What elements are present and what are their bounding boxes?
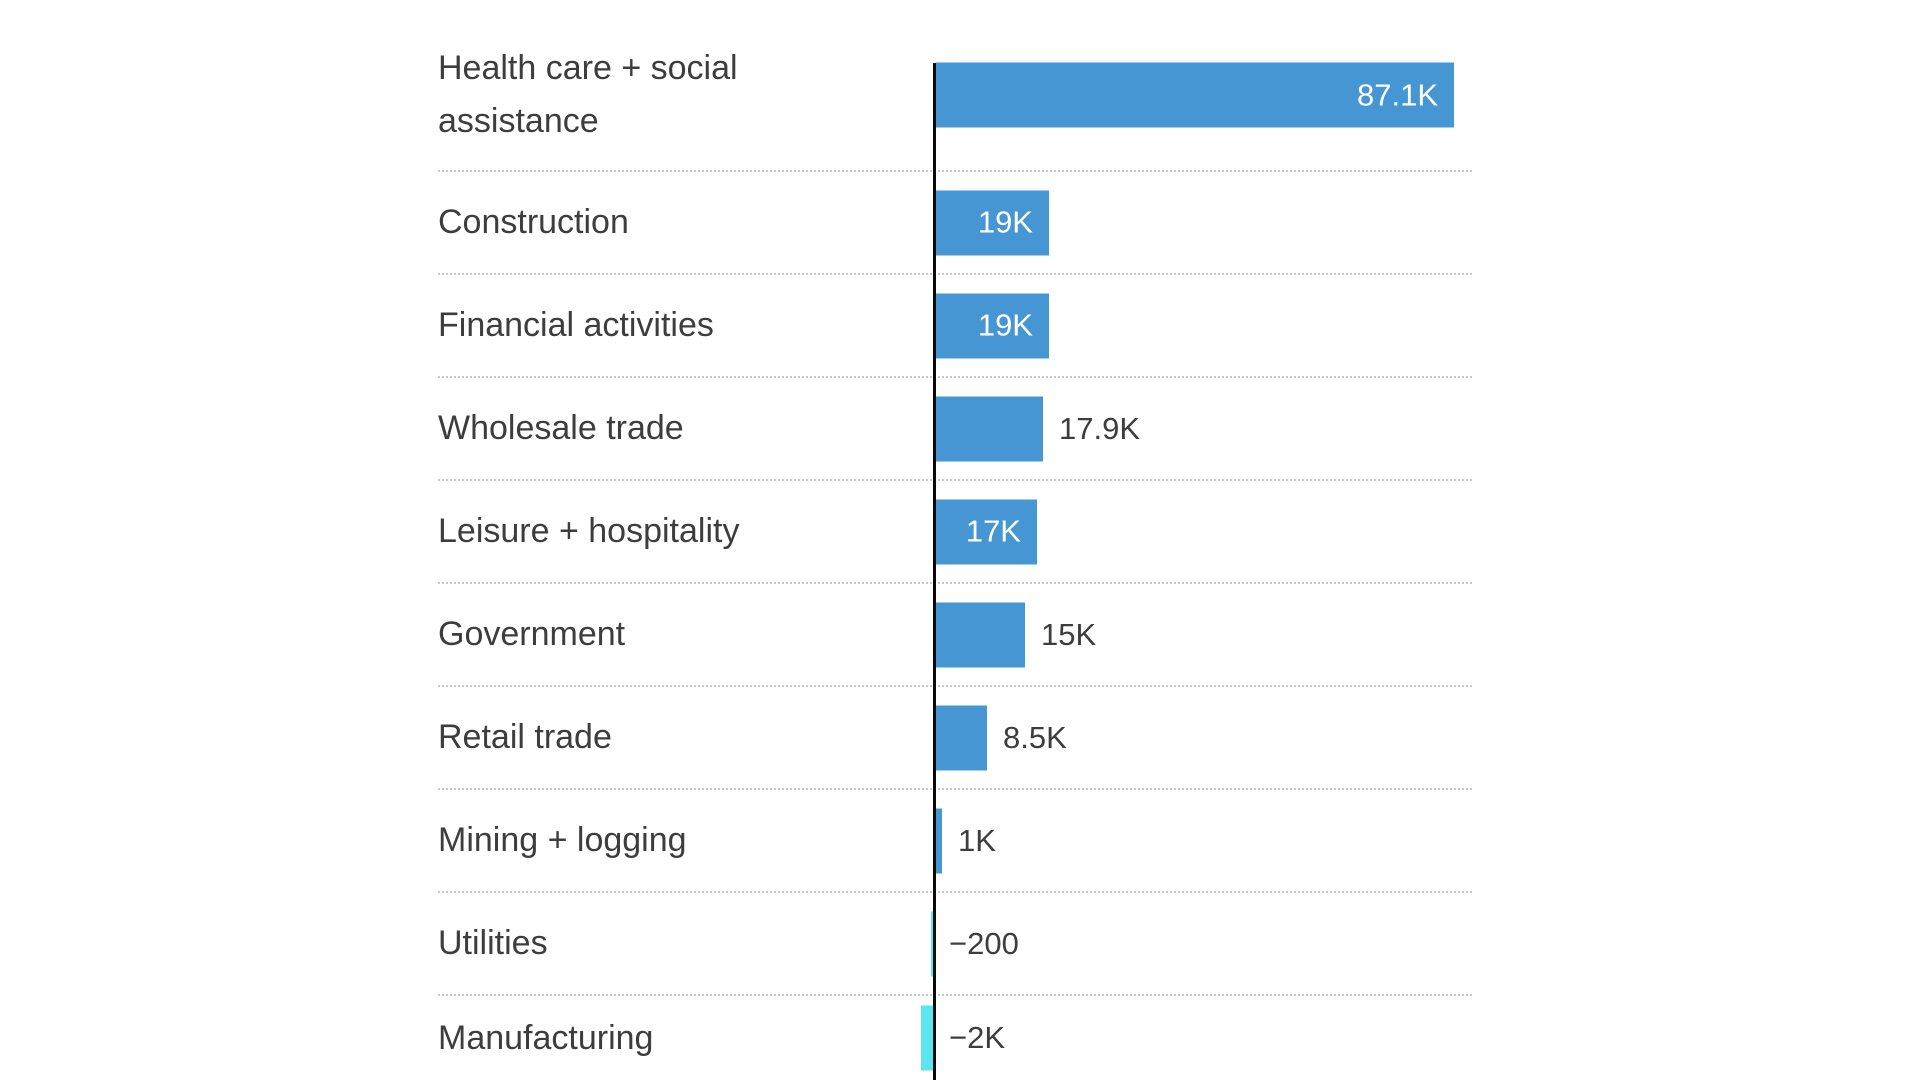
value-label: 19K	[977, 204, 1033, 240]
category-label-cell: Construction	[438, 172, 933, 273]
category-label: Government	[438, 615, 626, 654]
chart-row: Manufacturing −2K	[438, 996, 1472, 1080]
data-bar[interactable]: 87.1K	[936, 62, 1454, 128]
jobs-by-industry-bar-chart: Health care + social assistance 87.1K Co…	[438, 20, 1472, 1080]
data-bar[interactable]	[936, 602, 1025, 667]
category-label: Retail trade	[438, 718, 612, 757]
chart-row: Health care + social assistance 87.1K	[438, 20, 1472, 172]
value-label: −2K	[949, 1020, 1006, 1055]
plot-area-cell: −200	[931, 893, 1472, 994]
data-bar[interactable]: 19K	[936, 293, 1049, 358]
category-label: Wholesale trade	[438, 409, 684, 448]
category-label: Health care + social assistance	[438, 49, 738, 140]
data-bar[interactable]: 17K	[936, 499, 1037, 564]
category-label: Manufacturing	[438, 1018, 654, 1057]
chart-row: Retail trade 8.5K	[438, 687, 1472, 790]
category-label-cell: Retail trade	[438, 687, 933, 788]
chart-row: Utilities −200	[438, 893, 1472, 996]
value-label: 1K	[958, 822, 996, 858]
value-label: 17.9K	[1059, 410, 1141, 446]
category-label-cell: Leisure + hospitality	[438, 481, 933, 582]
value-label: 17K	[965, 513, 1021, 549]
category-label-cell: Mining + logging	[438, 790, 933, 891]
value-label: −200	[949, 925, 1019, 961]
category-label: Utilities	[438, 924, 548, 963]
category-label-cell: Health care + social assistance	[438, 20, 933, 170]
chart-row: Government 15K	[438, 584, 1472, 687]
category-label: Construction	[438, 203, 629, 242]
chart-row: Construction 19K	[438, 172, 1472, 275]
plot-area-cell: 87.1K	[933, 20, 1472, 170]
data-bar[interactable]	[936, 396, 1043, 461]
chart-row: Financial activities 19K	[438, 275, 1472, 378]
plot-area-cell: −2K	[921, 996, 1472, 1080]
value-label: 8.5K	[1003, 719, 1067, 755]
category-label-cell: Government	[438, 584, 933, 685]
data-bar[interactable]	[931, 911, 933, 976]
zero-baseline-axis	[933, 63, 936, 1080]
bar-chart-rows: Health care + social assistance 87.1K Co…	[438, 20, 1472, 1080]
value-label: 19K	[977, 307, 1033, 343]
plot-area-cell: 1K	[933, 790, 1472, 891]
category-label: Financial activities	[438, 306, 714, 345]
category-label-cell: Financial activities	[438, 275, 933, 376]
plot-area-cell: 19K	[933, 172, 1472, 273]
category-label-cell: Wholesale trade	[438, 378, 933, 479]
chart-row: Leisure + hospitality 17K	[438, 481, 1472, 584]
data-bar[interactable]	[921, 1005, 933, 1071]
data-bar[interactable]	[936, 808, 942, 873]
value-label: 15K	[1041, 616, 1097, 652]
data-bar[interactable]	[936, 705, 987, 770]
plot-area-cell: 17K	[933, 481, 1472, 582]
category-label-cell: Manufacturing	[438, 996, 933, 1080]
plot-area-cell: 8.5K	[933, 687, 1472, 788]
category-label: Leisure + hospitality	[438, 512, 740, 551]
plot-area-cell: 17.9K	[933, 378, 1472, 479]
value-label: 87.1K	[1356, 77, 1438, 112]
data-bar[interactable]: 19K	[936, 190, 1049, 255]
category-label: Mining + logging	[438, 821, 687, 860]
chart-row: Wholesale trade 17.9K	[438, 378, 1472, 481]
plot-area-cell: 19K	[933, 275, 1472, 376]
category-label-cell: Utilities	[438, 893, 933, 994]
chart-row: Mining + logging 1K	[438, 790, 1472, 893]
plot-area-cell: 15K	[933, 584, 1472, 685]
